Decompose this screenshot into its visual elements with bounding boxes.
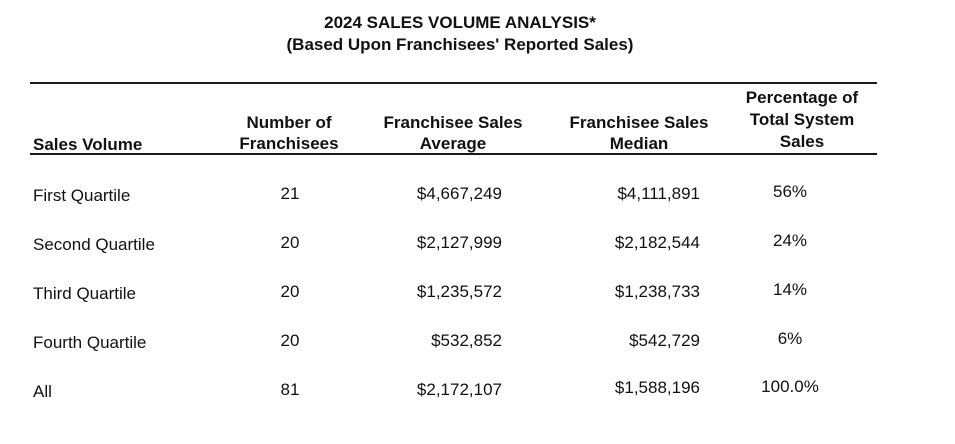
header-sales-volume: Sales Volume [33,135,143,154]
table-top-rule [30,82,877,84]
row-average: $532,852 [431,331,502,350]
table-header-rule [30,153,877,155]
header-percentage-total-sales: Percentage of Total System Sales [745,88,859,151]
row-percent: 14% [772,280,808,299]
header-franchisee-sales-median: Franchisee Sales Median [569,113,709,153]
row-percent: 24% [772,231,808,250]
row-average: $4,667,249 [416,184,502,203]
header-franchisee-sales-average: Franchisee Sales Average [383,113,523,153]
header-number-of-franchisees: Number of Franchisees [239,113,339,153]
document-title-block: 2024 SALES VOLUME ANALYSIS* (Based Upon … [0,12,920,56]
row-percent: 100.0% [761,377,819,396]
row-median: $1,588,196 [614,378,700,397]
row-count: 20 [280,282,300,301]
row-median: $542,729 [629,331,700,350]
row-label: First Quartile [33,186,131,205]
row-label: Third Quartile [33,284,136,303]
row-median: $1,238,733 [614,282,700,301]
row-median: $4,111,891 [617,184,700,203]
row-label: Second Quartile [33,235,155,254]
page-title: 2024 SALES VOLUME ANALYSIS* [324,13,596,32]
row-label: All [33,382,52,401]
row-average: $2,172,107 [416,380,502,399]
row-count: 81 [280,380,300,399]
row-count: 20 [280,233,300,252]
row-percent: 56% [772,182,808,201]
page-subtitle: (Based Upon Franchisees' Reported Sales) [286,35,634,54]
row-median: $2,182,544 [614,233,700,252]
row-average: $1,235,572 [416,282,502,301]
row-count: 20 [280,331,300,350]
row-average: $2,127,999 [416,233,502,252]
row-percent: 6% [777,329,803,348]
row-label: Fourth Quartile [33,333,147,352]
row-count: 21 [280,184,300,203]
